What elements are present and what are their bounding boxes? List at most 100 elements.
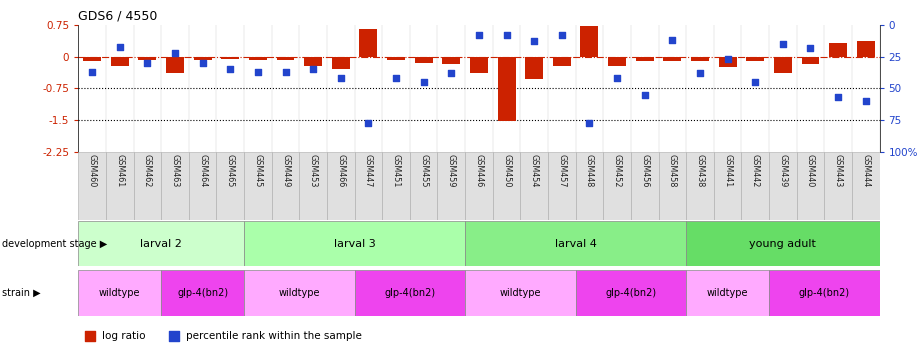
Point [306, 66, 321, 72]
Text: glp-4(bn2): glp-4(bn2) [605, 288, 657, 298]
Bar [576, 152, 603, 220]
Text: GSM446: GSM446 [474, 155, 484, 188]
Bar [355, 152, 382, 220]
Bar [497, 57, 516, 121]
Bar [221, 57, 239, 59]
Bar [244, 221, 465, 266]
Point [168, 50, 182, 56]
Text: GSM447: GSM447 [364, 155, 373, 188]
Bar [78, 221, 244, 266]
Bar [244, 270, 355, 316]
Bar [663, 57, 682, 61]
Text: GSM463: GSM463 [170, 155, 180, 188]
Bar [414, 57, 433, 63]
Bar [718, 57, 737, 67]
Bar [774, 57, 792, 73]
Point [472, 32, 486, 38]
Bar [161, 152, 189, 220]
Text: GSM449: GSM449 [281, 155, 290, 188]
Text: GSM450: GSM450 [502, 155, 511, 188]
Bar [659, 152, 686, 220]
Point [637, 92, 652, 97]
Text: GSM439: GSM439 [778, 155, 787, 188]
Bar [106, 152, 134, 220]
Text: wildtype: wildtype [706, 288, 749, 298]
Bar [78, 270, 161, 316]
Text: strain ▶: strain ▶ [2, 288, 41, 298]
Point [416, 79, 431, 85]
Bar [691, 57, 709, 61]
Bar [355, 270, 465, 316]
Text: GSM465: GSM465 [226, 155, 235, 188]
Bar [249, 57, 267, 60]
Text: GSM442: GSM442 [751, 155, 760, 188]
Point [527, 39, 542, 44]
Text: GSM451: GSM451 [391, 155, 401, 188]
Bar [746, 57, 764, 61]
Bar [548, 152, 576, 220]
Bar [216, 152, 244, 220]
Bar [276, 57, 295, 60]
Bar [520, 152, 548, 220]
Bar [580, 26, 599, 57]
Bar [327, 152, 355, 220]
Point [831, 94, 845, 100]
Text: GSM444: GSM444 [861, 155, 870, 188]
Bar [166, 57, 184, 73]
Text: GSM454: GSM454 [530, 155, 539, 188]
Bar [78, 152, 106, 220]
Bar [857, 41, 875, 57]
Bar [493, 152, 520, 220]
Text: log ratio: log ratio [102, 331, 146, 341]
Bar [244, 152, 272, 220]
Bar [741, 152, 769, 220]
Point [554, 32, 569, 38]
Text: larval 3: larval 3 [333, 238, 376, 249]
Text: GSM445: GSM445 [253, 155, 262, 188]
Text: wildtype: wildtype [278, 288, 321, 298]
Bar [161, 270, 244, 316]
Bar [576, 270, 686, 316]
Text: larval 2: larval 2 [140, 238, 182, 249]
Bar [304, 57, 322, 66]
Text: wildtype: wildtype [499, 288, 542, 298]
Bar [608, 57, 626, 66]
Text: larval 4: larval 4 [554, 238, 597, 249]
Bar [332, 57, 350, 69]
Text: glp-4(bn2): glp-4(bn2) [799, 288, 850, 298]
Bar [272, 152, 299, 220]
Point [278, 69, 293, 75]
Point [333, 75, 348, 81]
Bar [553, 57, 571, 66]
Bar [410, 152, 437, 220]
Text: GSM464: GSM464 [198, 155, 207, 188]
Point [581, 179, 596, 185]
Bar [359, 29, 378, 57]
Text: GSM457: GSM457 [557, 155, 566, 188]
Point [223, 66, 238, 72]
Bar [465, 270, 576, 316]
Point [720, 56, 735, 62]
Point [251, 69, 265, 75]
Text: young adult: young adult [750, 238, 816, 249]
Bar [852, 152, 880, 220]
Bar [111, 57, 129, 66]
Bar [824, 152, 852, 220]
Bar [801, 57, 820, 64]
Text: GSM443: GSM443 [834, 155, 843, 188]
Text: GSM461: GSM461 [115, 155, 124, 188]
Bar [465, 152, 493, 220]
Point [775, 41, 790, 47]
Point [389, 75, 403, 81]
Bar [686, 270, 769, 316]
Text: GSM452: GSM452 [612, 155, 622, 188]
Text: percentile rank within the sample: percentile rank within the sample [186, 331, 362, 341]
Point [195, 60, 210, 66]
Point [748, 79, 763, 85]
Text: GSM458: GSM458 [668, 155, 677, 188]
Bar [769, 152, 797, 220]
Bar [138, 57, 157, 60]
Point [140, 60, 155, 66]
Bar [382, 152, 410, 220]
Text: wildtype: wildtype [99, 288, 141, 298]
